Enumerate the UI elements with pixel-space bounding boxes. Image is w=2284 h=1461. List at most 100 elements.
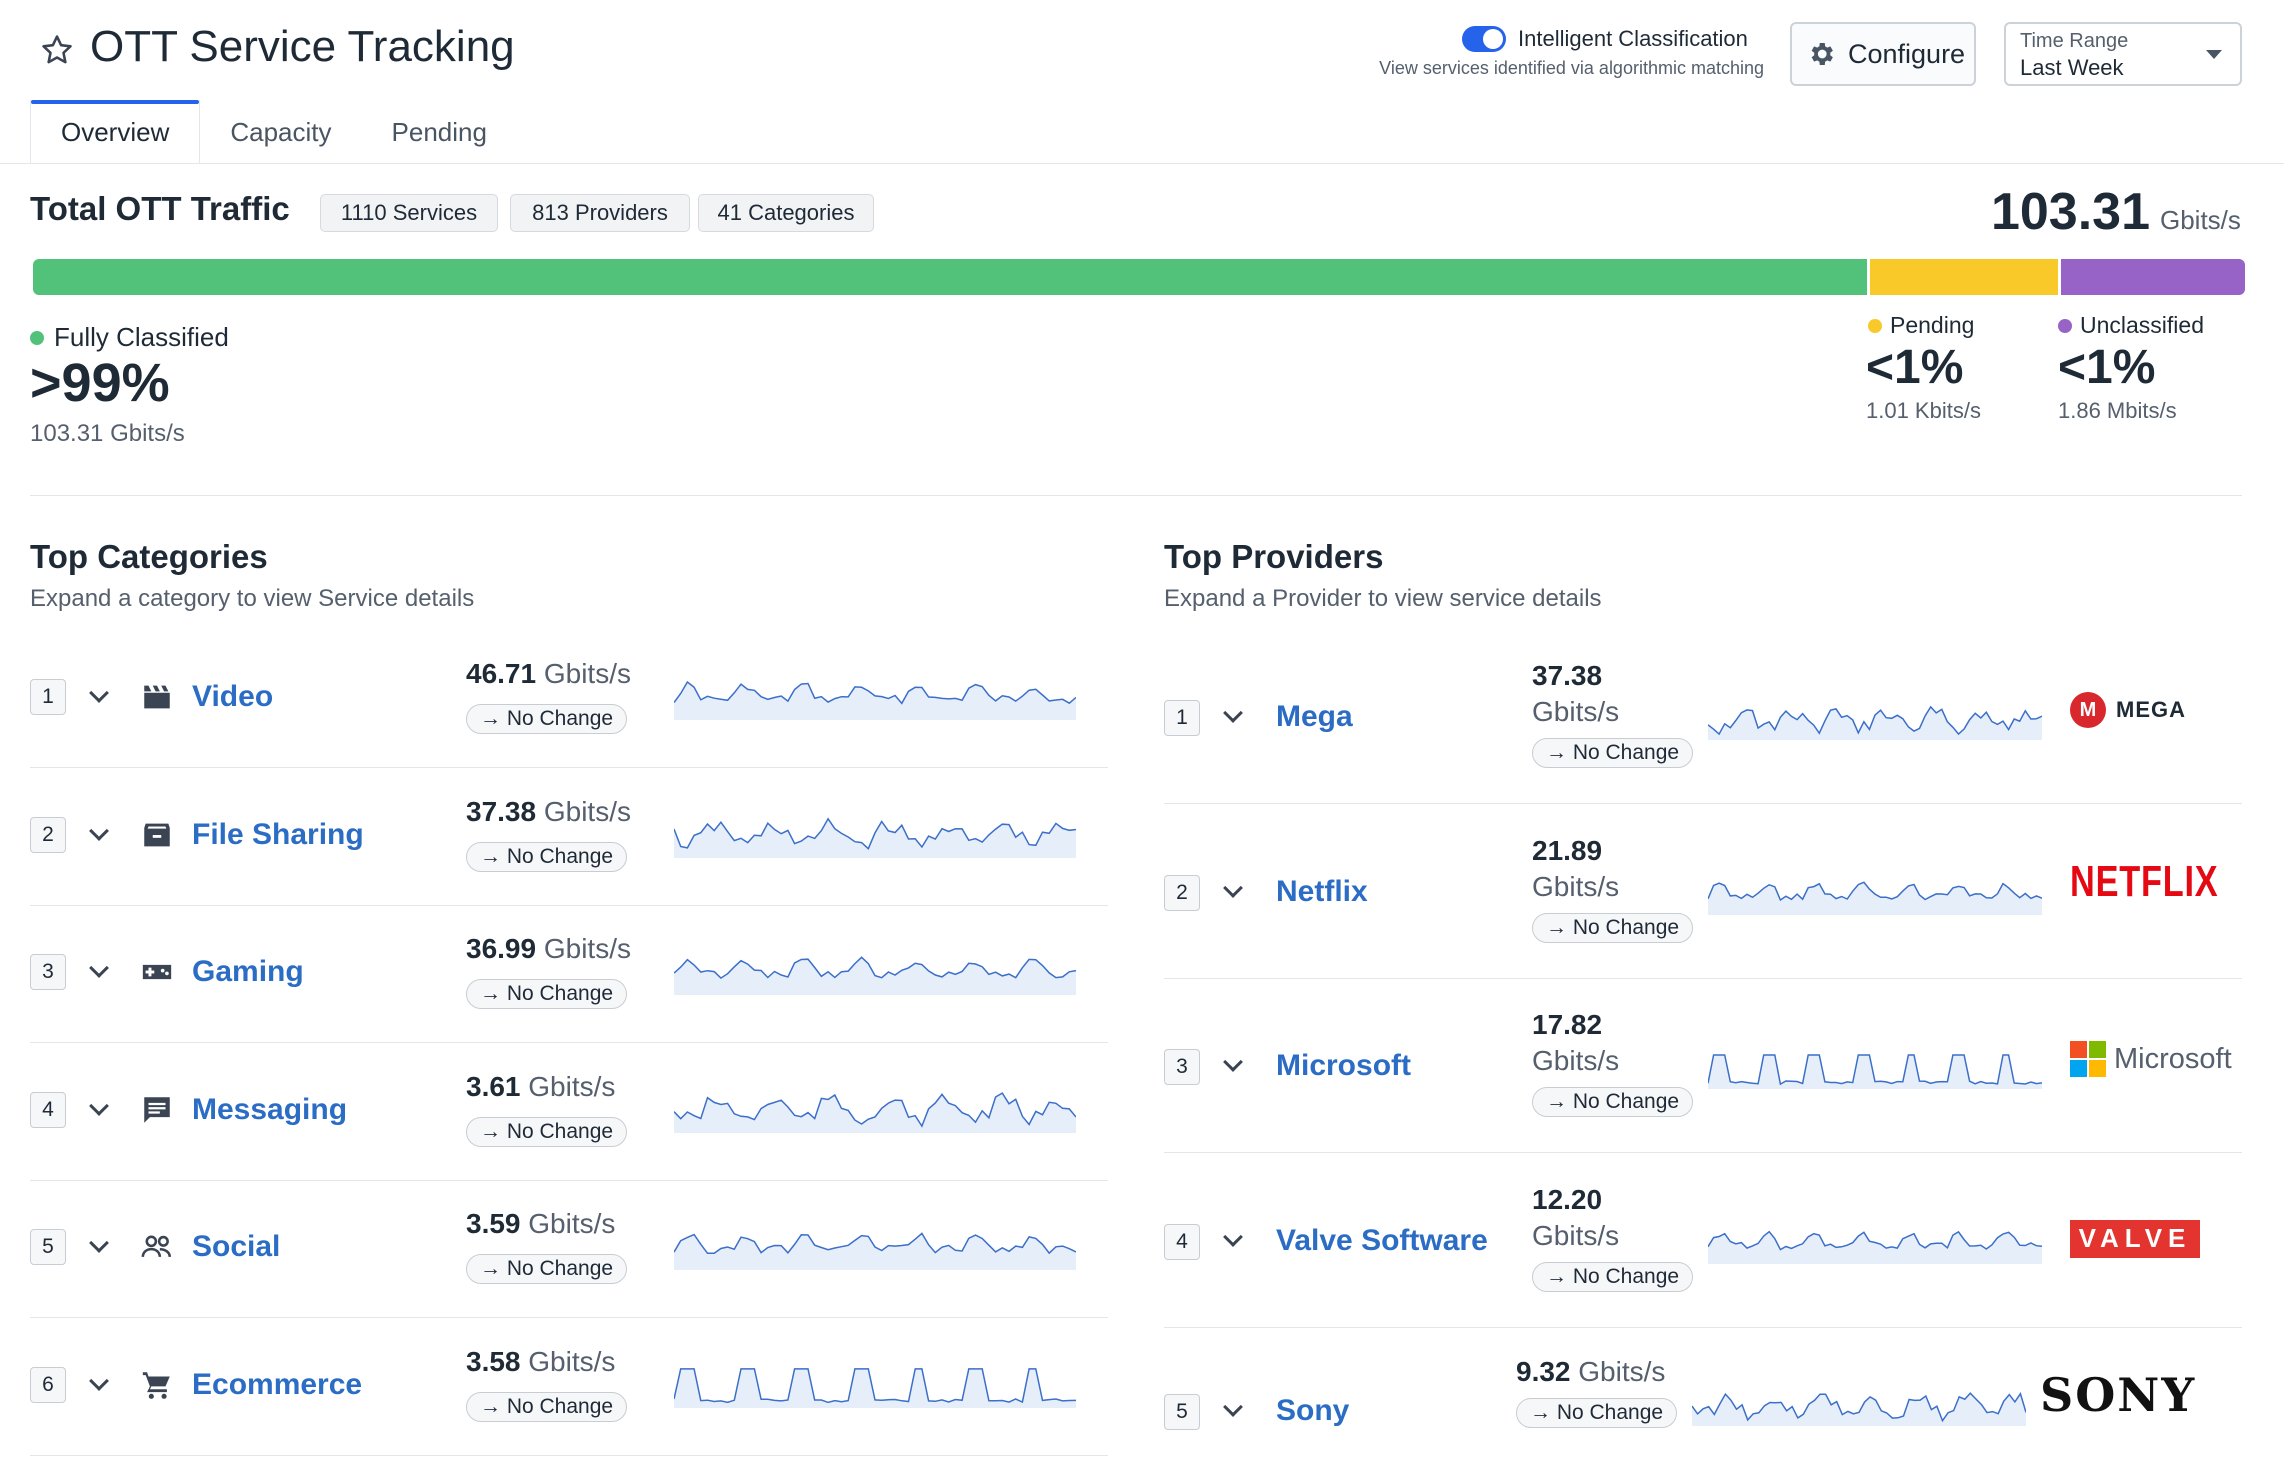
green-dot-icon [30,330,44,345]
unclassified-legend: Unclassified [2058,312,2204,339]
category-row[interactable]: 4 Messaging 3.61 Gbits/s → No Change [30,1053,1108,1181]
category-value: 37.38 Gbits/s [466,795,631,827]
intelligent-classification-label: Intelligent Classification [1518,26,1748,51]
rank-badge: 2 [30,816,66,853]
fully-classified-percent: >99% [30,353,170,413]
configure-button[interactable]: Configure [1790,22,1976,86]
chevron-down-icon[interactable] [89,683,109,703]
tab-pending[interactable]: Pending [391,116,487,147]
intelligent-classification-subtitle: View services identified via algorithmic… [1379,58,1764,78]
rank-badge: 2 [1164,874,1200,911]
rank-badge: 5 [30,1229,66,1265]
pending-bar-segment[interactable] [1870,259,2058,295]
chevron-down-icon[interactable] [89,1095,109,1116]
category-name[interactable]: File Sharing [192,817,364,851]
classified-bar-segment[interactable] [33,259,1867,295]
category-row[interactable]: 5 Social 3.59 Gbits/s → No Change [30,1190,1108,1318]
provider-name[interactable]: Netflix [1276,874,1368,908]
provider-value: 37.38 [1532,660,1603,691]
sparkline [674,680,1076,720]
provider-row[interactable]: 1 Mega 37.38 Gbits/s → No Change M MEGA [1164,640,2242,804]
intelligent-classification-toggle[interactable] [1462,26,1506,52]
category-row[interactable]: 2 File Sharing 37.38 Gbits/s → No Change [30,778,1108,906]
clapperboard-icon [144,685,170,709]
rank-badge: 4 [30,1091,66,1128]
purple-dot-icon [2058,318,2072,333]
chevron-down-icon[interactable] [89,820,109,841]
provider-name[interactable]: Microsoft [1276,1049,1411,1082]
top-providers-subtitle: Expand a Provider to view service detail… [1164,585,1602,612]
total-traffic-title: Total OTT Traffic [30,190,290,227]
gear-icon [1811,43,1833,65]
tab-capacity[interactable]: Capacity [230,116,332,147]
change-badge: → No Change [466,1254,628,1284]
total-traffic-unit: Gbits/s [2160,205,2241,235]
unclassified-bar-segment[interactable] [2061,259,2245,295]
category-row[interactable]: 1 Video 46.71 Gbits/s → No Change [30,640,1108,768]
rank-badge: 4 [1164,1223,1200,1260]
sparkline [1708,705,2042,740]
chevron-down-icon[interactable] [1223,1397,1243,1417]
unclassified-value: 1.86 Mbits/s [2058,398,2177,423]
category-name[interactable]: Gaming [192,955,304,988]
category-name[interactable]: Social [192,1230,281,1263]
rank-badge: 6 [30,1366,66,1403]
category-value: 46.71 Gbits/s [466,658,631,689]
tab-overview[interactable]: Overview [30,100,201,164]
category-name[interactable]: Video [192,680,274,713]
sparkline [674,1232,1076,1270]
page-title: OTT Service Tracking [90,22,515,71]
time-range-label: Time Range [2020,30,2129,52]
chevron-down-icon[interactable] [1223,1226,1243,1247]
time-range-select[interactable]: Time Range Last Week [2004,22,2242,86]
pending-legend: Pending [1868,312,1974,339]
fully-classified-legend: Fully Classified [30,322,229,353]
category-row[interactable]: 3 Gaming 36.99 Gbits/s → No Change [30,915,1108,1043]
cart-icon [142,1371,170,1399]
valve-logo-icon: VALVE [2070,1219,2200,1258]
chat-icon [144,1096,170,1123]
rank-badge: 3 [1164,1049,1200,1085]
sparkline [1708,880,2042,915]
chevron-down-icon[interactable] [89,958,109,978]
chevron-down-icon[interactable] [89,1233,109,1253]
tab-divider [0,163,2284,164]
provider-row[interactable]: 3 Microsoft 17.82 Gbits/s → No Change Mi… [1164,989,2242,1153]
provider-name[interactable]: Valve Software [1276,1223,1488,1257]
total-traffic-value: 103.31 [1990,183,2150,241]
change-badge: → No Change [1516,1398,1678,1428]
unclassified-label: Unclassified [2080,312,2204,338]
change-badge: → No Change [466,979,628,1009]
rank-badge: 5 [1164,1394,1200,1430]
provider-row[interactable]: 2 Netflix 21.89 Gbits/s → No Change NETF… [1164,815,2242,979]
star-icon[interactable] [40,33,74,67]
provider-unit: Gbits/s [1532,696,1620,727]
change-badge: → No Change [466,1116,628,1147]
chevron-down-icon[interactable] [1223,1052,1243,1072]
category-name[interactable]: Ecommerce [192,1367,363,1401]
category-value: 3.59 Gbits/s [466,1208,616,1239]
section-divider [30,495,2242,496]
provider-name[interactable]: Mega [1276,700,1353,733]
provider-value: 21.89 [1532,834,1603,866]
change-badge: → No Change [466,704,628,734]
change-badge: → No Change [466,841,628,872]
change-badge: → No Change [1532,1087,1694,1117]
change-badge: → No Change [1532,738,1694,768]
chevron-down-icon[interactable] [89,1370,109,1391]
provider-row[interactable]: 4 Valve Software 12.20 Gbits/s → No Chan… [1164,1164,2242,1328]
microsoft-logo-icon: Microsoft [2070,1041,2232,1077]
sparkline [674,1091,1076,1133]
providers-count-chip: 813 Providers [510,194,690,232]
provider-row[interactable]: 5 Sony 9.32 Gbits/s → No Change SONY [1164,1338,2242,1461]
chevron-down-icon[interactable] [1223,877,1243,898]
category-name[interactable]: Messaging [192,1092,348,1126]
rank-badge: 1 [1164,700,1200,736]
chevron-down-icon[interactable] [1223,703,1243,723]
category-row[interactable]: 6 Ecommerce 3.58 Gbits/s → No Change [30,1328,1108,1456]
top-providers-title: Top Providers [1164,538,1384,575]
time-range-value: Last Week [2020,55,2124,80]
provider-name[interactable]: Sony [1276,1394,1350,1427]
change-badge: → No Change [466,1391,628,1422]
netflix-logo-icon: NETFLIX [2070,856,2219,906]
